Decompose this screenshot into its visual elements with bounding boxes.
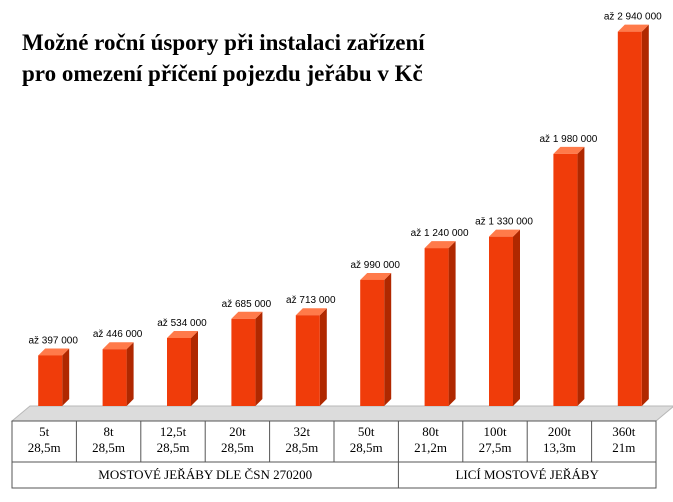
category-label: 28,5m: [285, 440, 318, 455]
bar-top: [231, 311, 263, 319]
bar-top: [553, 146, 585, 154]
bar-front: [617, 31, 642, 406]
bar-front: [553, 153, 578, 406]
category-label: 50t: [358, 424, 375, 439]
bar-top: [102, 342, 134, 350]
bar: [231, 311, 263, 406]
category-label: 28,5m: [157, 440, 190, 455]
category-label: 27,5m: [479, 440, 512, 455]
data-label: až 713 000: [286, 295, 336, 306]
category-label: 80t: [422, 424, 439, 439]
bar-side: [577, 146, 585, 406]
bar: [295, 308, 327, 406]
bar: [38, 348, 70, 406]
data-label: až 1 980 000: [539, 134, 597, 145]
bar: [360, 272, 392, 406]
data-label: až 2 940 000: [604, 12, 662, 23]
bar-front: [295, 315, 320, 406]
group-label: LICÍ MOSTOVÉ JEŘÁBY: [455, 467, 599, 482]
bar-side: [255, 311, 263, 406]
floor-plane: [10, 405, 673, 422]
category-label: 200t: [548, 424, 572, 439]
bar-top: [295, 308, 327, 316]
bar-top: [617, 24, 649, 32]
bar-front: [424, 248, 449, 406]
bar: [167, 331, 198, 406]
data-label: až 534 000: [157, 318, 207, 329]
category-label: 100t: [483, 424, 507, 439]
bar-side: [513, 229, 520, 406]
category-label: 20t: [229, 424, 246, 439]
bar: [102, 342, 134, 406]
bar-top: [38, 348, 70, 356]
bar-side: [641, 24, 649, 406]
bar-top: [360, 272, 392, 280]
bar-side: [191, 331, 198, 406]
data-label: až 446 000: [93, 329, 143, 340]
chart-floor: [10, 405, 673, 422]
bar-side: [319, 308, 327, 406]
bar: [553, 146, 585, 406]
data-label: až 397 000: [28, 335, 78, 346]
chart-title-line-2: pro omezení příčení pojezdu jeřábu v Kč: [22, 61, 423, 86]
bar-side: [448, 241, 456, 406]
bar-front: [360, 279, 385, 406]
category-label: 8t: [104, 424, 115, 439]
category-label: 21,2m: [414, 440, 447, 455]
bar-side: [126, 342, 134, 406]
bar: [424, 241, 456, 406]
data-label: až 1 240 000: [411, 228, 469, 239]
category-label: 28,5m: [350, 440, 383, 455]
category-label: 12,5t: [160, 424, 187, 439]
category-label: 13,3m: [543, 440, 576, 455]
data-label: až 1 330 000: [475, 217, 533, 228]
data-label: až 685 000: [222, 299, 272, 310]
bar: [489, 229, 520, 406]
bar-side: [384, 272, 392, 406]
category-label: 28,5m: [28, 440, 61, 455]
category-label: 28,5m: [92, 440, 125, 455]
bar-front: [167, 338, 191, 406]
bar-front: [231, 318, 256, 406]
bar-top: [424, 241, 456, 249]
category-label: 21m: [612, 440, 635, 455]
bar-top: [167, 331, 198, 339]
group-label: MOSTOVÉ JEŘÁBY DLE ČSN 270200: [98, 467, 312, 482]
bar-side: [62, 348, 70, 406]
category-label: 28,5m: [221, 440, 254, 455]
bar: [617, 24, 649, 406]
chart-title-line-1: Možné roční úspory při instalaci zařízen…: [22, 30, 425, 55]
bar-series: [38, 24, 649, 406]
data-label: až 990 000: [350, 260, 400, 271]
category-label: 360t: [612, 424, 636, 439]
data-labels: až 397 000 až 446 000 až 534 000 až 685 000…: [28, 12, 662, 347]
category-label: 32t: [293, 424, 310, 439]
bar-front: [38, 355, 63, 406]
category-table: 5t28,5m8t28,5m12,5t28,5m20t28,5m32t28,5m…: [11, 420, 657, 489]
bar-front: [102, 349, 127, 406]
bar-front: [489, 236, 513, 406]
category-label: 5t: [39, 424, 50, 439]
bar-top: [489, 229, 520, 237]
